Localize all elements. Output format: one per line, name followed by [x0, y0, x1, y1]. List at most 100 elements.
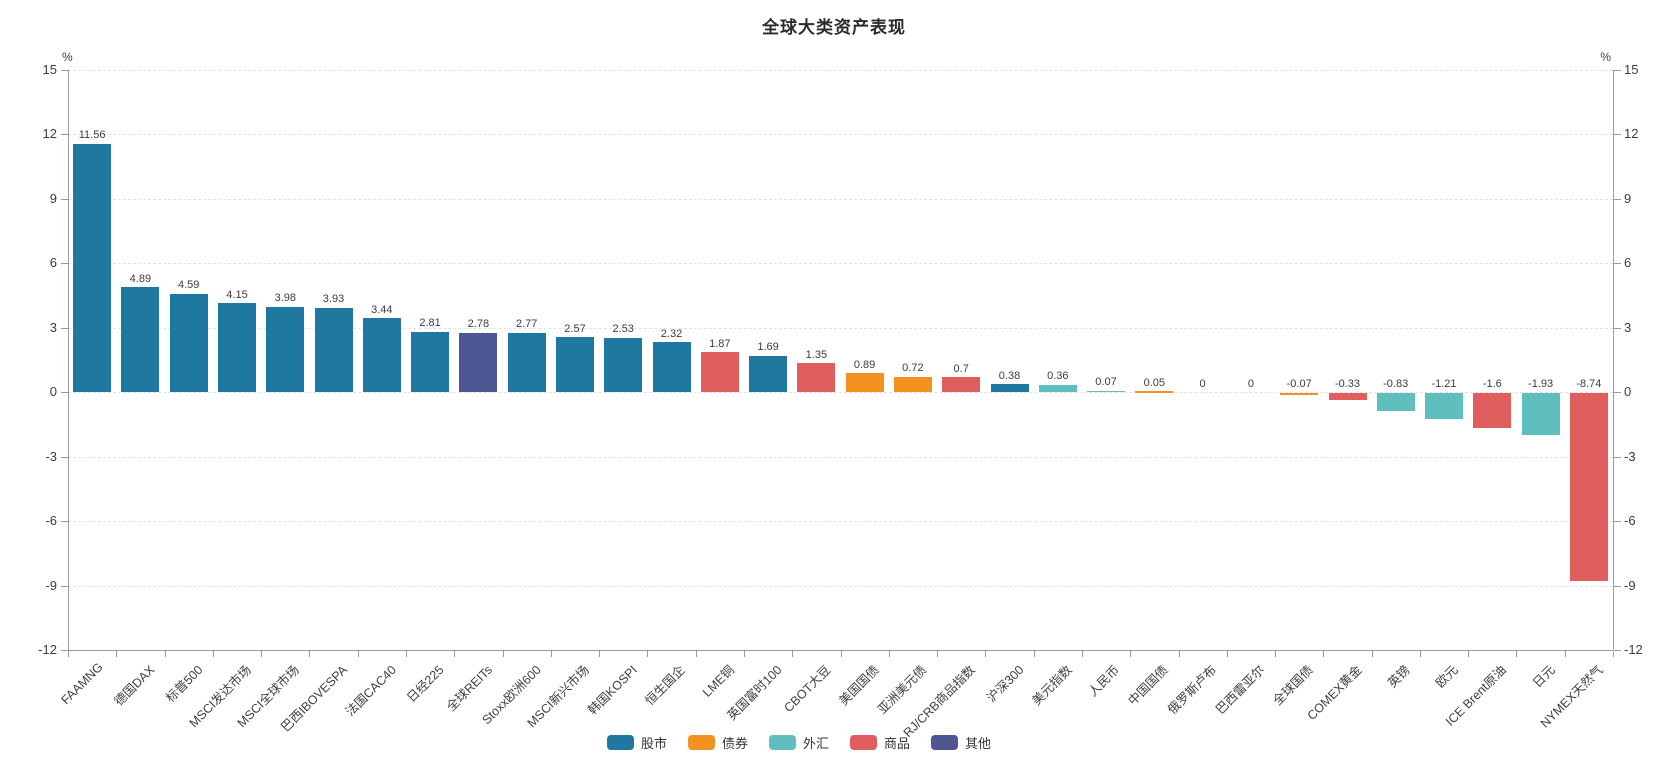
bar-value-label: 1.69: [757, 341, 779, 354]
gridline: [68, 198, 1613, 200]
legend-swatch: [850, 735, 877, 750]
legend-swatch: [687, 735, 715, 750]
x-tick: [985, 651, 987, 657]
y-tick-right: [1614, 521, 1621, 523]
bar: [507, 332, 546, 393]
bar: [1135, 391, 1174, 393]
y-tick-right: [1614, 198, 1621, 200]
legend-label: 股市: [640, 736, 667, 751]
bar-value-label: 0.89: [853, 358, 876, 371]
x-tick: [792, 651, 794, 657]
bar-value-label: -1.6: [1482, 377, 1502, 390]
x-axis: [68, 650, 1613, 651]
bar: [362, 318, 401, 393]
x-axis-label: 德国DAX: [111, 662, 158, 709]
x-tick: [1081, 651, 1083, 657]
y-axis-label-left: -9: [45, 577, 57, 593]
y-axis-label-right: -6: [1624, 513, 1636, 529]
right-axis-unit: %: [1600, 50, 1611, 64]
legend-label: 其他: [965, 736, 992, 751]
y-axis-label-left: 6: [49, 255, 57, 271]
x-tick: [695, 651, 697, 657]
y-axis-label-left: 12: [42, 126, 57, 142]
bar-value-label: 2.81: [419, 317, 441, 330]
bar-value-label: 11.56: [78, 129, 106, 142]
x-axis-label: 欧元: [1433, 662, 1461, 691]
x-axis-label: 人民币: [1086, 662, 1123, 700]
bar-value-label: 0.07: [1095, 376, 1117, 389]
x-axis-label: 沪深300: [983, 662, 1027, 706]
y-tick-left: [61, 650, 68, 651]
bar-value-label: 3.98: [274, 292, 296, 305]
x-axis-label: 俄罗斯卢布: [1165, 662, 1220, 717]
y-tick-left: [61, 263, 68, 265]
x-tick: [599, 651, 601, 657]
bar-value-label: 4.89: [129, 272, 152, 285]
legend-label: 债券: [721, 736, 748, 751]
x-axis-label: 法国CAC40: [342, 662, 399, 719]
x-tick: [1468, 651, 1470, 657]
x-tick: [937, 651, 939, 657]
x-tick: [1371, 651, 1373, 657]
y-axis-label-right: -9: [1624, 577, 1636, 593]
x-tick: [68, 651, 69, 657]
bar: [1569, 393, 1608, 581]
y-tick-left: [61, 456, 68, 458]
x-tick: [116, 651, 118, 657]
x-axis-label: 标普500: [163, 662, 206, 706]
x-tick: [1033, 651, 1035, 657]
y-axis-label-right: 0: [1624, 384, 1632, 400]
legend-item[interactable]: 股市: [606, 733, 667, 752]
legend-label: 外汇: [802, 736, 829, 751]
bar: [1328, 393, 1367, 401]
y-tick-left: [61, 521, 68, 523]
bar-value-label: 0: [1199, 377, 1206, 390]
bar-value-label: -1.21: [1431, 377, 1457, 390]
gridline: [68, 585, 1613, 587]
bar: [749, 355, 788, 393]
bar-value-label: -0.33: [1334, 377, 1361, 390]
legend-item[interactable]: 其他: [931, 733, 991, 752]
y-axis-right: [1613, 70, 1614, 650]
x-axis-label: 日元: [1529, 662, 1558, 691]
legend-item[interactable]: 债券: [687, 733, 748, 752]
gridline: [68, 263, 1613, 265]
bar: [459, 332, 498, 393]
y-axis-left: [68, 70, 69, 650]
bar: [942, 377, 981, 393]
x-tick: [406, 651, 407, 657]
legend-swatch: [606, 735, 634, 750]
bar: [121, 287, 160, 393]
bar: [411, 331, 450, 393]
bar-value-label: 0.36: [1047, 370, 1069, 382]
bar-value-label: 1.35: [805, 348, 828, 361]
bar: [990, 384, 1029, 393]
legend-swatch: [768, 735, 796, 750]
x-tick: [1178, 651, 1180, 657]
gridline: [68, 134, 1613, 136]
bar: [1521, 393, 1560, 435]
y-axis-label-right: 15: [1624, 62, 1639, 77]
x-tick: [1130, 651, 1132, 657]
bar: [73, 143, 112, 393]
legend-item[interactable]: 外汇: [768, 733, 829, 752]
bar-value-label: 2.53: [612, 323, 634, 336]
x-tick: [357, 651, 359, 657]
x-axis-label: FAAMNG: [58, 660, 107, 708]
y-axis-label-left: 0: [49, 384, 57, 400]
legend: 股市 债券 外汇 商品 其他: [0, 733, 1598, 752]
bar-value-label: 2.32: [660, 327, 683, 340]
legend-swatch: [931, 735, 959, 750]
y-tick-right: [1614, 134, 1621, 136]
gridline: [68, 456, 1613, 458]
y-axis-label-left: 9: [49, 190, 57, 206]
bar-value-label: 0.7: [953, 362, 969, 375]
bar-value-label: -8.74: [1576, 377, 1602, 390]
legend-item[interactable]: 商品: [850, 733, 910, 752]
bar: [1425, 393, 1463, 420]
y-axis-label-right: 12: [1624, 126, 1639, 142]
bar-value-label: 4.59: [177, 279, 200, 292]
x-tick: [1419, 651, 1421, 657]
bar-value-label: 2.57: [564, 322, 586, 335]
